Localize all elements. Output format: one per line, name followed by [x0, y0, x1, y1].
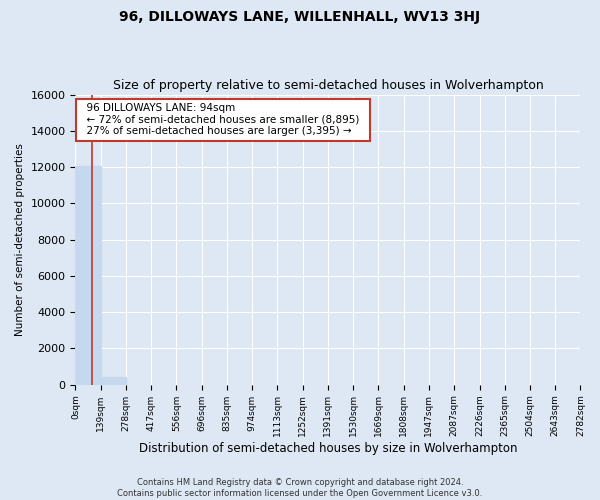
X-axis label: Distribution of semi-detached houses by size in Wolverhampton: Distribution of semi-detached houses by … [139, 442, 517, 455]
Text: 96, DILLOWAYS LANE, WILLENHALL, WV13 3HJ: 96, DILLOWAYS LANE, WILLENHALL, WV13 3HJ [119, 10, 481, 24]
Text: 96 DILLOWAYS LANE: 94sqm  
  ← 72% of semi-detached houses are smaller (8,895)  : 96 DILLOWAYS LANE: 94sqm ← 72% of semi-d… [80, 104, 367, 136]
Y-axis label: Number of semi-detached properties: Number of semi-detached properties [15, 143, 25, 336]
Title: Size of property relative to semi-detached houses in Wolverhampton: Size of property relative to semi-detach… [113, 79, 544, 92]
Bar [76, 166, 101, 384]
Text: Contains HM Land Registry data © Crown copyright and database right 2024.
Contai: Contains HM Land Registry data © Crown c… [118, 478, 482, 498]
Bar [101, 378, 126, 384]
